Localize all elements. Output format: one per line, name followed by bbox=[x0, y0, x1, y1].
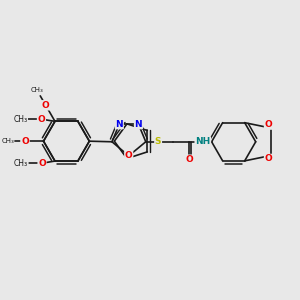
Text: O: O bbox=[38, 159, 46, 168]
Text: O: O bbox=[125, 152, 133, 160]
Text: O: O bbox=[38, 115, 45, 124]
Text: N: N bbox=[116, 120, 123, 129]
Text: CH₃: CH₃ bbox=[14, 159, 28, 168]
Text: O: O bbox=[186, 155, 194, 164]
Text: CH₃: CH₃ bbox=[1, 138, 14, 144]
Text: NH: NH bbox=[195, 137, 210, 146]
Text: CH₃: CH₃ bbox=[31, 87, 44, 93]
Text: CH₃: CH₃ bbox=[14, 115, 28, 124]
Text: N: N bbox=[135, 120, 142, 129]
Text: O: O bbox=[265, 120, 272, 129]
Text: O: O bbox=[42, 101, 50, 110]
Text: O: O bbox=[21, 137, 29, 146]
Text: S: S bbox=[155, 137, 161, 146]
Text: O: O bbox=[265, 154, 272, 164]
